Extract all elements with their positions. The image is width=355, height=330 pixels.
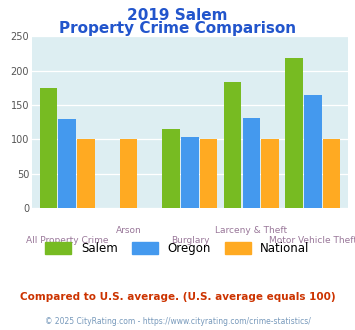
Text: Motor Vehicle Theft: Motor Vehicle Theft (269, 236, 355, 245)
Bar (77, 139, 94, 208)
Text: Compared to U.S. average. (U.S. average equals 100): Compared to U.S. average. (U.S. average … (20, 292, 335, 302)
Bar (242, 118, 260, 208)
Bar (304, 95, 322, 208)
Text: All Property Crime: All Property Crime (26, 236, 108, 245)
Bar (120, 139, 137, 208)
Bar (39, 88, 57, 208)
Bar (181, 137, 199, 208)
Text: Burglary: Burglary (171, 236, 209, 245)
Text: Arson: Arson (116, 226, 141, 235)
Bar (200, 139, 217, 208)
Bar (58, 119, 76, 208)
Text: Larceny & Theft: Larceny & Theft (215, 226, 288, 235)
Bar (323, 139, 340, 208)
Bar (163, 129, 180, 208)
Text: Property Crime Comparison: Property Crime Comparison (59, 21, 296, 36)
Bar (285, 57, 303, 208)
Legend: Salem, Oregon, National: Salem, Oregon, National (41, 237, 314, 260)
Bar (261, 139, 279, 208)
Text: 2019 Salem: 2019 Salem (127, 8, 228, 23)
Text: © 2025 CityRating.com - https://www.cityrating.com/crime-statistics/: © 2025 CityRating.com - https://www.city… (45, 317, 310, 326)
Bar (224, 82, 241, 208)
